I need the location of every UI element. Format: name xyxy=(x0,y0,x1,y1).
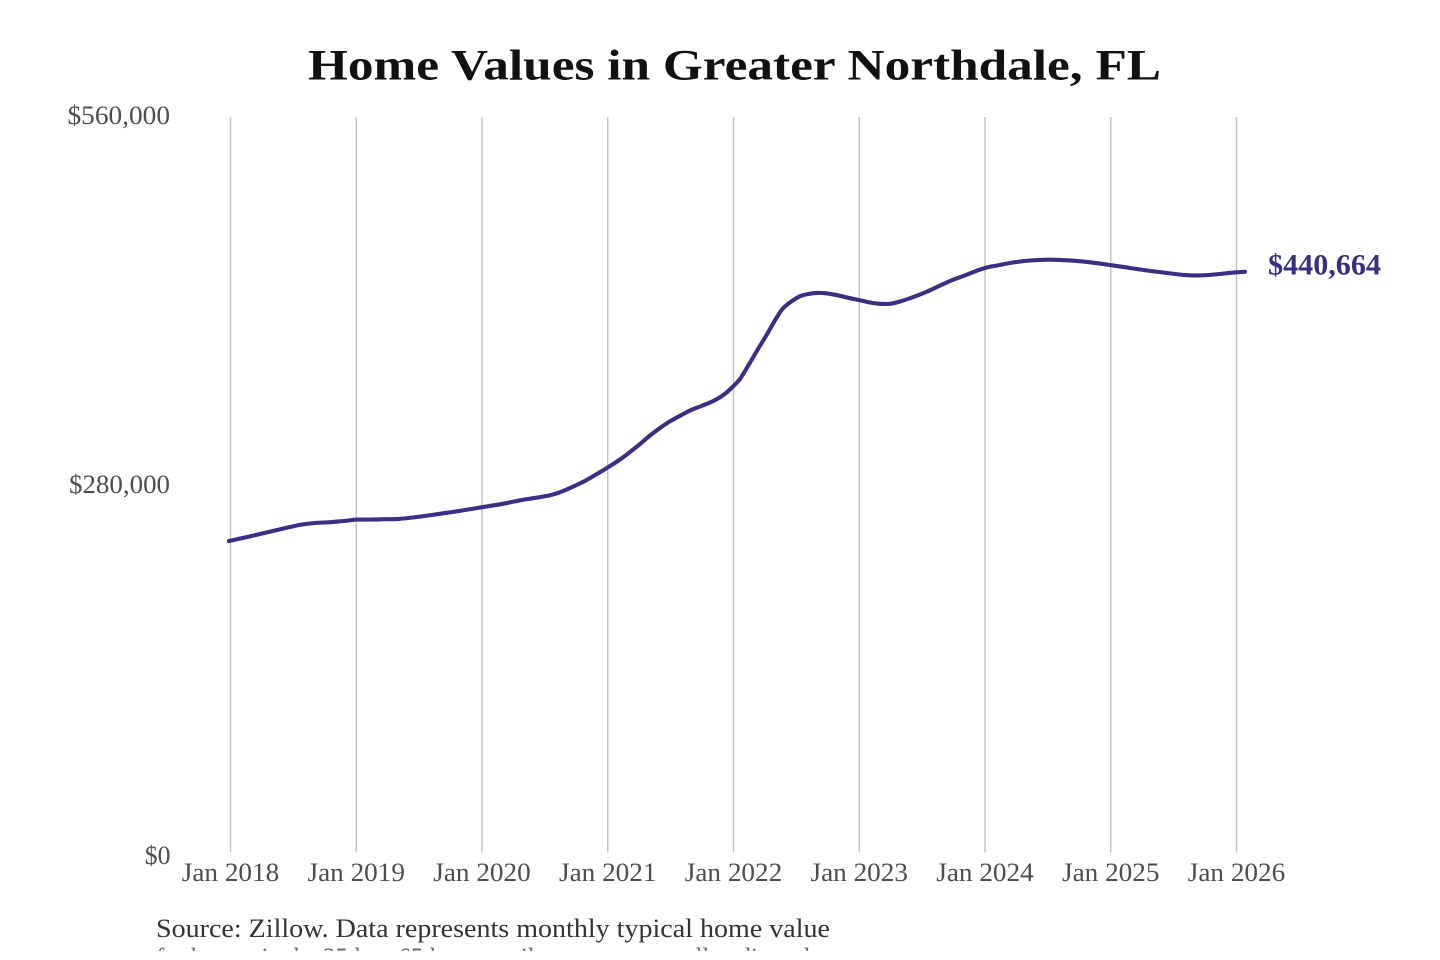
svg-text:Home Values in Greater Northda: Home Values in Greater Northdale, FL xyxy=(308,43,1161,90)
svg-text:$560,000: $560,000 xyxy=(68,101,171,130)
svg-text:Jan 2019: Jan 2019 xyxy=(308,858,406,887)
svg-text:$0: $0 xyxy=(145,841,171,870)
svg-text:Jan 2026: Jan 2026 xyxy=(1188,858,1286,887)
svg-text:$280,000: $280,000 xyxy=(69,470,170,499)
svg-text:Jan 2020: Jan 2020 xyxy=(433,858,531,887)
svg-text:Jan 2023: Jan 2023 xyxy=(811,858,909,887)
svg-text:Jan 2018: Jan 2018 xyxy=(182,858,280,887)
svg-text:$440,664: $440,664 xyxy=(1268,249,1381,282)
svg-text:Jan 2021: Jan 2021 xyxy=(559,858,657,887)
svg-text:Source: Zillow. Data represent: Source: Zillow. Data represents monthly … xyxy=(156,914,830,943)
svg-text:Jan 2022: Jan 2022 xyxy=(685,858,783,887)
svg-text:Jan 2024: Jan 2024 xyxy=(936,858,1034,887)
svg-text:Jan 2025: Jan 2025 xyxy=(1062,858,1160,887)
